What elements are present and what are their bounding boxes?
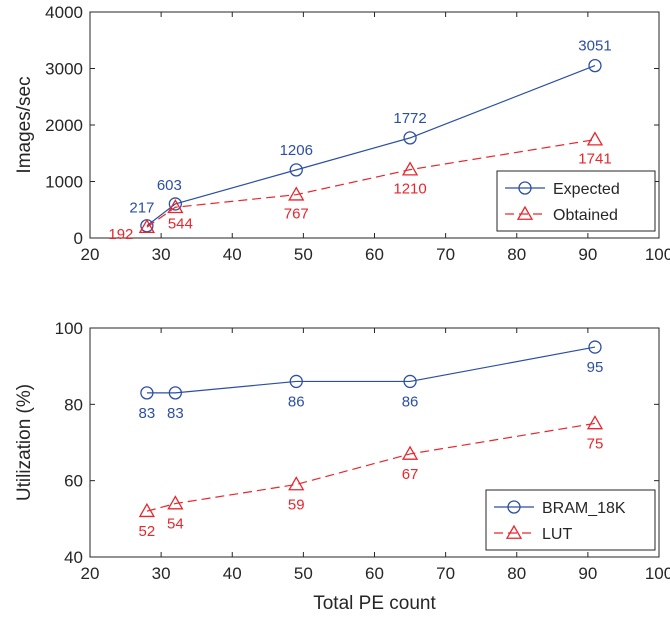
y-tick-label: 2000 [45,116,83,135]
y-tick-label: 80 [64,395,83,414]
y-tick-label: 40 [64,548,83,567]
x-tick-label: 70 [436,245,455,264]
data-label: 3051 [578,38,611,55]
series-line [146,139,596,228]
y-axis-label: Utilization (%) [14,384,35,501]
data-label: 59 [288,496,305,513]
y-tick-label: 100 [55,319,83,338]
x-axis-label: Total PE count [313,593,436,614]
chart-0: 20 30 40 50 60 70 80 90 10001000200030004000Imag… [14,3,670,264]
data-point-triangle [401,161,419,176]
data-point-triangle [586,415,604,430]
y-tick-label: 4000 [45,3,83,22]
x-tick-label: 30 [152,245,171,264]
legend-marker-triangle [505,524,523,539]
data-point-triangle [401,445,419,460]
legend-label: LUT [542,526,572,543]
data-label: 603 [157,177,182,194]
data-point-circle [289,374,303,389]
legend: BRAM_18K LUT [485,489,656,551]
series-Obtained: 192 544 767 1210 1741 [108,131,612,243]
series-line [146,346,596,394]
x-tick-label: 20 [81,564,100,583]
data-label: 544 [168,215,193,232]
x-tick-label: 80 [507,245,526,264]
x-tick-label: 80 [507,564,526,583]
legend-box [496,170,656,232]
y-tick-label: 60 [64,472,83,491]
data-point-circle [403,374,417,389]
y-tick-label: 0 [74,229,83,248]
data-label: 1206 [280,142,313,159]
data-point-triangle [167,198,184,214]
y-tick-label: 3000 [45,60,83,79]
data-point-triangle [167,495,184,510]
data-label: 1210 [393,181,426,198]
data-point-circle [168,386,183,400]
x-tick-label: 70 [436,564,455,583]
legend-marker-triangle [516,205,534,220]
y-axis-label: Images/sec [14,76,35,173]
data-label: 54 [167,516,184,533]
legend-label: Obtained [553,207,618,224]
x-tick-label: 30 [152,564,171,583]
data-label: 86 [288,393,305,410]
data-point-triangle [138,218,156,234]
x-tick-label: 60 [365,564,384,583]
data-point-triangle [138,502,156,518]
data-label: 217 [129,200,154,217]
x-tick-label: 90 [578,245,597,264]
data-point-triangle [288,186,305,201]
x-tick-label: 50 [294,245,313,264]
data-label: 767 [284,206,309,223]
legend-label: BRAM_18K [542,500,626,517]
data-label: 95 [587,359,604,376]
data-point-circle [588,58,602,73]
data-point-circle [588,340,602,354]
data-point-circle [403,131,417,145]
data-point-triangle [586,131,604,146]
data-label: 1772 [393,110,426,127]
series-line [146,422,596,512]
legend-box [485,489,656,551]
data-label: 52 [139,523,156,540]
data-label: 67 [402,466,419,483]
x-tick-label: 100 [645,564,670,583]
x-tick-label: 90 [578,564,597,583]
data-point-triangle [288,476,305,491]
x-tick-label: 100 [645,245,670,264]
data-label: 192 [108,226,133,243]
series-LUT: 52 54 59 67 75 [138,415,604,540]
data-label: 75 [587,435,604,452]
data-label: 83 [139,405,156,422]
legend-marker-circle [518,181,532,195]
x-tick-label: 20 [81,245,100,264]
data-point-circle [168,197,183,211]
data-point-circle [289,163,303,177]
data-label: 1741 [578,151,611,168]
data-label: 83 [167,405,184,422]
series-BRAM_18K: 83 83 86 86 95 [139,340,604,422]
series-line [146,65,596,227]
x-tick-label: 60 [365,245,384,264]
legend-marker-circle [507,500,521,514]
x-tick-label: 40 [223,245,242,264]
x-tick-label: 40 [223,564,242,583]
chart-1: 20 30 40 50 60 70 80 90 100 40 60 80 100 Utilization … [14,319,670,614]
data-label: 86 [402,393,419,410]
legend-label: Expected [553,181,620,198]
legend: Expected Obtained [496,170,656,232]
data-point-circle [140,386,154,400]
y-tick-label: 1000 [45,173,83,192]
x-tick-label: 50 [294,564,313,583]
